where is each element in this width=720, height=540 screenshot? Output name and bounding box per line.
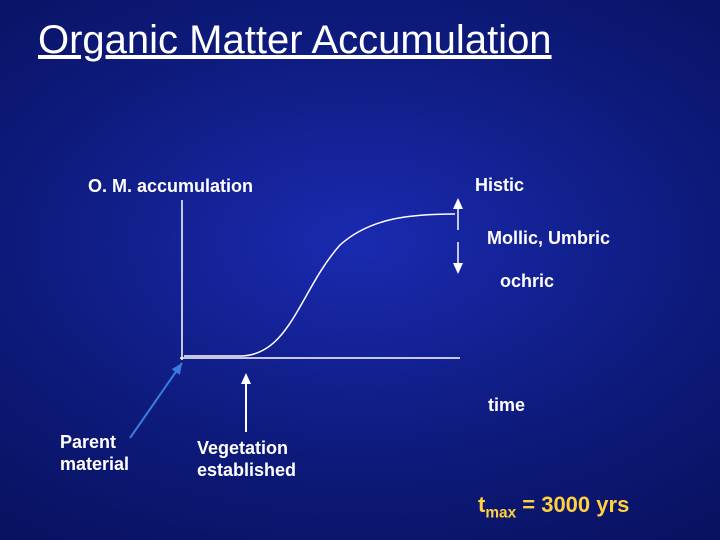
label-parent-material-line2: material	[60, 454, 129, 475]
y-axis-label: O. M. accumulation	[88, 176, 253, 197]
label-tmax: tmax = 3000 yrs	[478, 492, 629, 522]
label-vegetation-line1: Vegetation	[197, 438, 288, 459]
label-vegetation-line2: established	[197, 460, 296, 481]
label-mollic-umbric: Mollic, Umbric	[487, 228, 610, 249]
x-axis-label: time	[488, 395, 525, 416]
tmax-sub: max	[485, 504, 516, 521]
tmax-rest: = 3000 yrs	[516, 492, 629, 517]
label-histic: Histic	[475, 175, 524, 196]
label-parent-material-line1: Parent	[60, 432, 116, 453]
label-ochric: ochric	[500, 271, 554, 292]
